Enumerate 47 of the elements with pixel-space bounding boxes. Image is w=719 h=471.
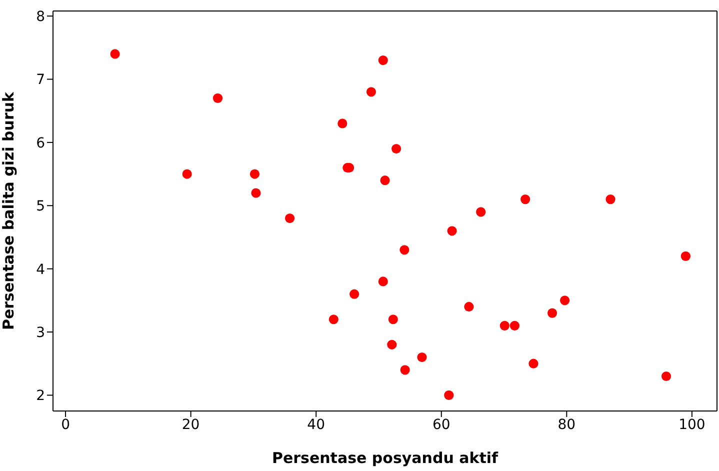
point <box>400 365 410 375</box>
point <box>380 176 390 186</box>
point <box>328 314 338 324</box>
point <box>680 251 690 261</box>
point <box>378 276 388 286</box>
point <box>447 226 457 236</box>
point <box>500 320 510 330</box>
x-tick-label: 100 <box>678 416 706 433</box>
y-tick-label: 8 <box>36 9 45 26</box>
y-tick-label: 7 <box>36 72 45 88</box>
x-tick-label: 20 <box>182 416 200 433</box>
point <box>560 296 570 306</box>
y-axis-title: Persentase balita gizi buruk <box>0 90 18 330</box>
point <box>547 308 558 318</box>
point <box>400 245 410 255</box>
x-tick-label: 80 <box>558 416 576 433</box>
point <box>212 93 223 104</box>
point <box>378 55 388 66</box>
point <box>284 213 295 224</box>
x-tick-label: 60 <box>432 416 450 433</box>
y-tick-label: 3 <box>36 324 45 341</box>
x-axis-title: Persentase posyandu aktif <box>272 449 499 467</box>
y-tick-label: 6 <box>36 135 46 152</box>
point <box>476 207 486 217</box>
point <box>606 194 616 204</box>
point <box>250 169 260 179</box>
point <box>110 49 120 59</box>
point <box>464 302 474 312</box>
point <box>444 390 454 400</box>
point <box>387 340 397 350</box>
y-tick-label: 4 <box>36 262 46 278</box>
point <box>510 320 520 330</box>
point <box>388 314 398 324</box>
point <box>391 144 402 154</box>
x-tick-label: 40 <box>307 416 326 433</box>
x-tick-label: 0 <box>61 416 70 433</box>
point <box>417 352 427 362</box>
point <box>661 371 672 382</box>
point <box>366 87 376 97</box>
y-tick-label: 5 <box>36 198 45 215</box>
point <box>350 289 360 299</box>
point <box>251 188 261 198</box>
point <box>338 118 348 128</box>
y-tick-label: 2 <box>36 388 45 404</box>
point <box>520 194 530 204</box>
point <box>182 169 192 179</box>
point <box>528 358 538 368</box>
